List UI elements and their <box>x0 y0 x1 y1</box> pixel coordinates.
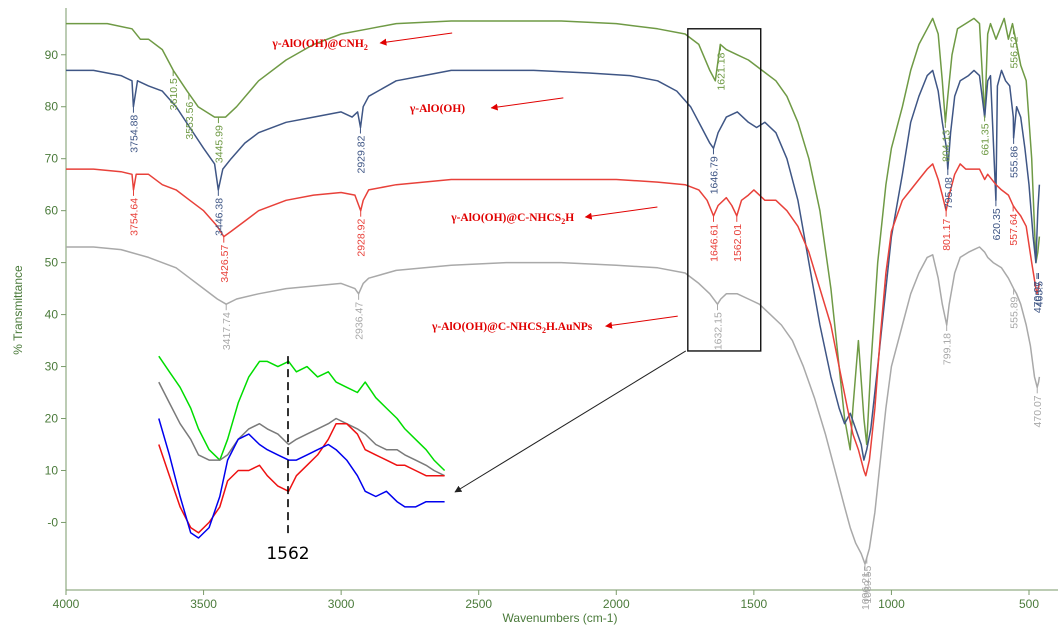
axes: 4000 3500 3000 2500 2000 1500 1000 500 90 80 70 60 5… <box>45 8 1058 611</box>
x-axis-label: Wavenumbers (cm-1) <box>503 611 618 625</box>
series-line-3 <box>66 163 1041 477</box>
x-tick-label: 500 <box>1019 597 1039 611</box>
spectra-series <box>66 17 1041 565</box>
peak-label: 555.86 <box>1009 146 1021 178</box>
y-tick-label: 50 <box>45 256 59 270</box>
y-tick-label: 70 <box>45 152 59 166</box>
peak-label: 3426.57 <box>219 244 231 282</box>
x-tick-label: 1500 <box>741 597 768 611</box>
peak-label: 795.08 <box>943 177 955 209</box>
zoom-box <box>687 28 762 352</box>
y-tick-label: 40 <box>45 308 59 322</box>
series-annotation-4: γ-AlO(OH)@C-NHCS2H.AuNPs <box>431 321 593 335</box>
annotation-arrow <box>490 97 564 111</box>
annotation-main: γ-AlO(OH)@C-NHCS <box>431 321 542 333</box>
x-tick-label: 2500 <box>465 597 492 611</box>
peak-label: 470.97 <box>1032 281 1044 313</box>
inset-marker-label: 1562 <box>266 544 309 564</box>
y-tick-label: 10 <box>45 463 59 477</box>
peak-label: 3417.74 <box>221 312 233 350</box>
series-line-1 <box>66 17 1041 451</box>
peak-label: 801.17 <box>941 219 953 251</box>
series-annotation-3: γ-AlO(OH)@C-NHCS2H <box>450 212 574 226</box>
y-tick-label: 30 <box>45 360 59 374</box>
annotation-subscript: 2 <box>561 217 565 226</box>
annotation-tail: H.AuNPs <box>546 321 593 333</box>
peak-label: 1096.21 <box>860 572 872 610</box>
x-tick-label: 3000 <box>328 597 355 611</box>
y-tick-label: 80 <box>45 100 59 114</box>
peak-label: 620.35 <box>991 208 1003 240</box>
annotation-main: γ-AlO(OH) <box>409 103 465 115</box>
peak-label: 1089.55 <box>862 565 874 603</box>
y-tick-label: 60 <box>45 204 59 218</box>
peak-label: 1632.15 <box>712 312 724 350</box>
peak-label: 2929.82 <box>355 135 367 173</box>
peak-label: 804.13 <box>940 130 952 162</box>
series-annotations: γ-AlO(OH)@CNH2γ-AlO(OH)γ-AlO(OH)@C-NHCS2… <box>271 32 678 335</box>
peak-label: 555.89 <box>1009 296 1021 328</box>
y-tick-label: -0 <box>47 515 58 529</box>
series-line-2 <box>66 69 1041 461</box>
peak-label: 557.64 <box>1008 213 1020 245</box>
peak-label: 3445.99 <box>213 125 225 163</box>
peak-label: 2936.47 <box>354 302 366 340</box>
y-axis-label: % Transmittance <box>11 265 25 355</box>
annotation-main: γ-AlO(OH)@C-NHCS <box>450 212 561 224</box>
inset-trace-4 <box>158 418 445 539</box>
peak-label: 465.5 <box>1033 281 1045 307</box>
annotation-subscript: 2 <box>364 43 368 52</box>
annotation-subscript: 2 <box>542 326 546 335</box>
peak-label: 3446.38 <box>213 198 225 236</box>
x-tick-label: 4000 <box>53 597 80 611</box>
inset-trace-3 <box>158 422 445 534</box>
inset-trace-2 <box>158 381 445 477</box>
y-tick-label: 20 <box>45 412 59 426</box>
zoom-arrow <box>454 350 687 493</box>
peak-labels: 3610.5 3553.56 3445.99 1621.18 804.13 661.35 5… <box>128 28 1045 610</box>
peak-label: 661.35 <box>980 123 992 155</box>
annotation-tail: H <box>565 212 574 224</box>
peak-label: 556.52 <box>1008 36 1020 68</box>
y-tick-label: 90 <box>45 48 59 62</box>
peak-label: 3553.56 <box>184 102 196 140</box>
x-tick-label: 2000 <box>603 597 630 611</box>
x-tick-label: 1000 <box>878 597 905 611</box>
peak-label: 3754.88 <box>128 115 140 153</box>
x-tick-label: 3500 <box>190 597 217 611</box>
series-annotation-2: γ-AlO(OH) <box>409 103 465 115</box>
series-annotation-1: γ-AlO(OH)@CNH2 <box>271 38 367 52</box>
peak-label: 470.07 <box>1032 395 1044 427</box>
series-line-4 <box>66 246 1041 565</box>
peak-label: 1646.61 <box>709 224 721 262</box>
annotation-arrow <box>605 315 678 329</box>
peak-label: 3610.5 <box>168 78 180 110</box>
annotation-arrow <box>379 32 453 46</box>
annotation-arrow <box>584 206 658 220</box>
annotation-main: γ-AlO(OH)@CNH <box>271 38 364 50</box>
peak-label: 1562.01 <box>732 224 744 262</box>
peak-label: 3754.64 <box>129 198 141 236</box>
peak-label: 799.18 <box>942 333 954 365</box>
inset-zoom: 1562 <box>158 28 762 564</box>
peak-label: 1646.79 <box>708 156 720 194</box>
peak-label: 1621.18 <box>716 52 728 90</box>
inset-trace-1 <box>158 355 446 472</box>
peak-label: 2928.92 <box>356 219 368 257</box>
